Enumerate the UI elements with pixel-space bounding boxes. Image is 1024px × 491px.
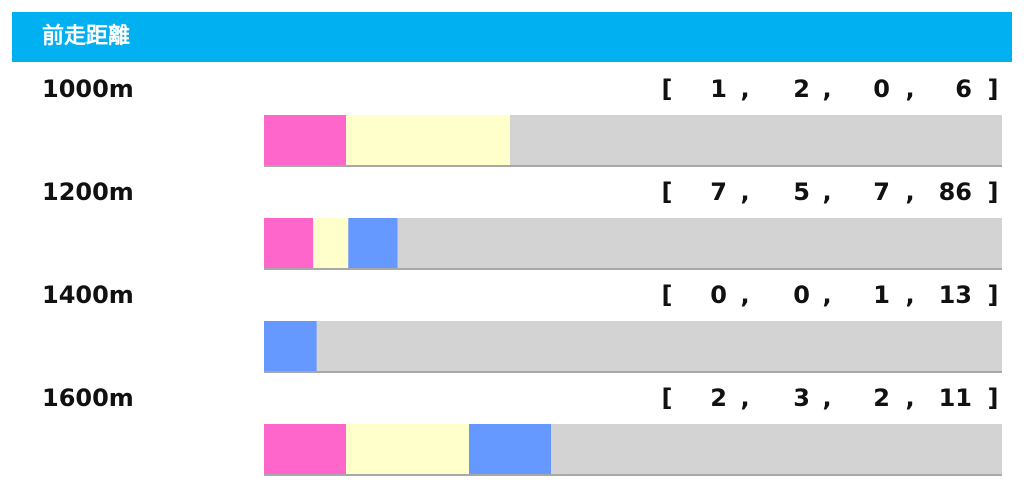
bar-segment <box>469 424 551 474</box>
record-value: 0 <box>710 281 727 309</box>
record-separator: , <box>740 178 749 206</box>
record-separator: , <box>740 281 749 309</box>
record-value: 0 <box>793 281 810 309</box>
record-value: 1 <box>873 281 890 309</box>
record-separator: , <box>905 384 914 412</box>
row-label: 1000m <box>42 75 134 103</box>
record-separator: , <box>822 384 831 412</box>
record-value: 0 <box>873 75 890 103</box>
record-open: [ <box>662 178 673 206</box>
record-open: [ <box>662 281 673 309</box>
record-separator: , <box>905 281 914 309</box>
record-value: 86 <box>939 178 972 206</box>
record-separator: , <box>822 281 831 309</box>
row-label: 1400m <box>42 281 134 309</box>
record-value: 2 <box>873 384 890 412</box>
record-open: [ <box>662 75 673 103</box>
row-label: 1600m <box>42 384 134 412</box>
record-separator: , <box>905 75 914 103</box>
bar-segment <box>510 115 1002 165</box>
record-value: 2 <box>793 75 810 103</box>
record-close: ] <box>988 178 999 206</box>
record-value: 2 <box>710 384 727 412</box>
record-close: ] <box>988 75 999 103</box>
bar-segment <box>264 424 346 474</box>
record-open: [ <box>662 384 673 412</box>
bar-segment <box>551 424 1002 474</box>
bar-segment <box>348 218 398 268</box>
bar-segment <box>346 115 510 165</box>
bar-segment <box>264 115 346 165</box>
record-close: ] <box>988 281 999 309</box>
row-label: 1200m <box>42 178 134 206</box>
bar-segment <box>316 321 1002 371</box>
header-bar <box>12 12 1012 62</box>
record-separator: , <box>822 75 831 103</box>
record-value: 1 <box>710 75 727 103</box>
record-close: ] <box>988 384 999 412</box>
bar-segment <box>313 218 349 268</box>
bar-segment <box>397 218 1002 268</box>
record-separator: , <box>740 384 749 412</box>
record-value: 6 <box>955 75 972 103</box>
record-separator: , <box>905 178 914 206</box>
header-title: 前走距離 <box>42 23 130 49</box>
record-value: 7 <box>710 178 727 206</box>
record-separator: , <box>740 75 749 103</box>
record-value: 13 <box>939 281 972 309</box>
bar-segment <box>264 218 314 268</box>
record-separator: , <box>822 178 831 206</box>
bar-segment <box>346 424 469 474</box>
record-value: 7 <box>873 178 890 206</box>
record-value: 11 <box>939 384 972 412</box>
record-value: 3 <box>793 384 810 412</box>
bar-segment <box>264 321 317 371</box>
record-value: 5 <box>793 178 810 206</box>
